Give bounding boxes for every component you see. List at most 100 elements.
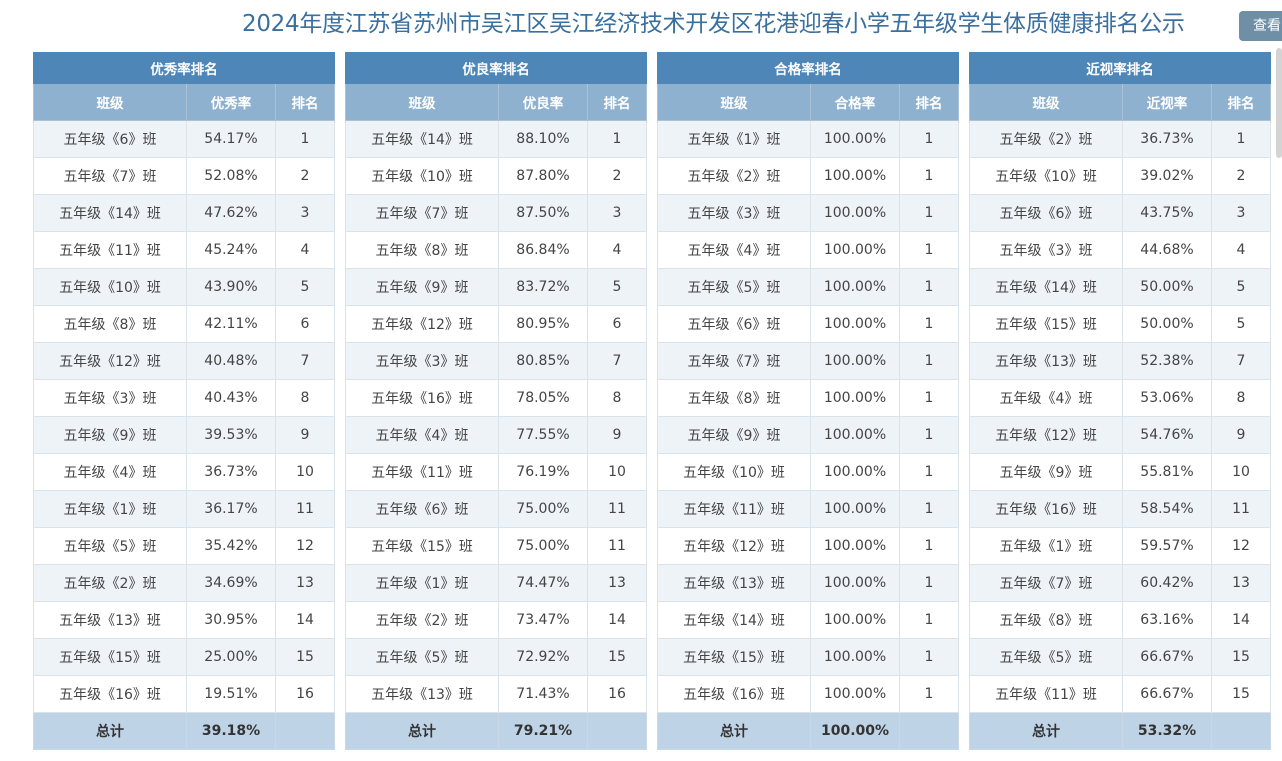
rate-cell: 43.75%	[1122, 194, 1212, 232]
rate-cell: 80.85%	[498, 342, 588, 380]
rank-cell: 1	[898, 638, 960, 676]
class-cell: 五年级《9》班	[657, 416, 811, 454]
ranking-table: 优秀率排名 班级 优秀率 排名 五年级《6》班 54.17% 1 五年级《7》班 52.08% 2…	[32, 52, 336, 750]
rate-cell: 36.17%	[186, 490, 276, 528]
table-row: 五年级《8》班 63.16% 14	[969, 601, 1272, 639]
ranking-table: 近视率排名 班级 近视率 排名 五年级《2》班 36.73% 1 五年级《10》班 39.02%…	[968, 52, 1272, 750]
class-cell: 五年级《14》班	[33, 194, 187, 232]
rank-cell: 8	[1210, 379, 1272, 417]
class-cell: 五年级《7》班	[345, 194, 499, 232]
rank-cell: 8	[586, 379, 648, 417]
class-cell: 五年级《16》班	[969, 490, 1123, 528]
total-label: 总计	[345, 712, 499, 750]
rank-cell: 4	[274, 231, 336, 269]
class-cell: 五年级《11》班	[33, 231, 187, 269]
rate-cell: 50.00%	[1122, 305, 1212, 343]
rate-cell: 100.00%	[810, 527, 900, 565]
ranking-table: 合格率排名 班级 合格率 排名 五年级《1》班 100.00% 1 五年级《2》班 100.00…	[656, 52, 960, 750]
rank-cell: 1	[898, 305, 960, 343]
table-row: 五年级《16》班 100.00% 1	[657, 675, 960, 713]
rank-cell: 1	[898, 416, 960, 454]
table-row: 五年级《2》班 34.69% 13	[33, 564, 336, 602]
class-cell: 五年级《5》班	[657, 268, 811, 306]
rank-cell: 1	[898, 527, 960, 565]
table-row: 五年级《6》班 54.17% 1	[33, 120, 336, 158]
total-rank-empty	[898, 712, 960, 750]
class-cell: 五年级《7》班	[657, 342, 811, 380]
table-row: 五年级《14》班 100.00% 1	[657, 601, 960, 639]
rate-cell: 100.00%	[810, 305, 900, 343]
class-cell: 五年级《2》班	[657, 157, 811, 195]
ranking-panel-4: 近视率排名 班级 近视率 排名 五年级《2》班 36.73% 1 五年级《10》班 39.02%…	[968, 52, 1272, 750]
class-cell: 五年级《9》班	[33, 416, 187, 454]
panel-title: 合格率排名	[656, 52, 960, 84]
class-cell: 五年级《13》班	[345, 675, 499, 713]
rate-cell: 39.02%	[1122, 157, 1212, 195]
class-cell: 五年级《11》班	[969, 675, 1123, 713]
table-row: 五年级《16》班 19.51% 16	[33, 675, 336, 713]
rate-cell: 35.42%	[186, 527, 276, 565]
rate-cell: 36.73%	[1122, 120, 1212, 158]
rate-cell: 86.84%	[498, 231, 588, 269]
class-cell: 五年级《10》班	[657, 453, 811, 491]
total-rank-empty	[586, 712, 648, 750]
rank-cell: 1	[898, 453, 960, 491]
rate-cell: 100.00%	[810, 601, 900, 639]
class-cell: 五年级《4》班	[969, 379, 1123, 417]
table-row: 五年级《10》班 39.02% 2	[969, 157, 1272, 195]
rank-cell: 2	[1210, 157, 1272, 195]
rank-cell: 1	[898, 601, 960, 639]
ranking-panel-3: 合格率排名 班级 合格率 排名 五年级《1》班 100.00% 1 五年级《2》班 100.00…	[656, 52, 960, 750]
table-row: 五年级《10》班 87.80% 2	[345, 157, 648, 195]
rate-cell: 100.00%	[810, 194, 900, 232]
total-value: 53.32%	[1122, 712, 1212, 750]
rate-cell: 60.42%	[1122, 564, 1212, 602]
rank-cell: 1	[274, 120, 336, 158]
table-row: 五年级《13》班 71.43% 16	[345, 675, 648, 713]
table-row: 五年级《5》班 66.67% 15	[969, 638, 1272, 676]
rate-cell: 100.00%	[810, 416, 900, 454]
class-cell: 五年级《8》班	[345, 231, 499, 269]
rank-cell: 10	[1210, 453, 1272, 491]
rate-cell: 76.19%	[498, 453, 588, 491]
class-cell: 五年级《11》班	[657, 490, 811, 528]
table-row: 五年级《14》班 47.62% 3	[33, 194, 336, 232]
total-row: 总计 79.21%	[345, 712, 648, 750]
rate-cell: 100.00%	[810, 675, 900, 713]
total-value: 79.21%	[498, 712, 588, 750]
rate-cell: 40.48%	[186, 342, 276, 380]
total-rank-empty	[274, 712, 336, 750]
rate-cell: 54.17%	[186, 120, 276, 158]
rate-cell: 73.47%	[498, 601, 588, 639]
scrollbar[interactable]	[1276, 48, 1282, 158]
table-row: 五年级《3》班 80.85% 7	[345, 342, 648, 380]
class-cell: 五年级《12》班	[345, 305, 499, 343]
class-cell: 五年级《15》班	[969, 305, 1123, 343]
view-button[interactable]: 查看	[1239, 11, 1282, 41]
table-row: 五年级《9》班 39.53% 9	[33, 416, 336, 454]
table-row: 五年级《3》班 40.43% 8	[33, 379, 336, 417]
table-row: 五年级《1》班 36.17% 11	[33, 490, 336, 528]
class-cell: 五年级《2》班	[969, 120, 1123, 158]
class-cell: 五年级《14》班	[345, 120, 499, 158]
table-row: 五年级《13》班 100.00% 1	[657, 564, 960, 602]
rate-cell: 30.95%	[186, 601, 276, 639]
rank-cell: 1	[898, 490, 960, 528]
class-cell: 五年级《7》班	[33, 157, 187, 195]
rate-cell: 77.55%	[498, 416, 588, 454]
rate-cell: 100.00%	[810, 564, 900, 602]
class-cell: 五年级《8》班	[969, 601, 1123, 639]
table-row: 五年级《16》班 58.54% 11	[969, 490, 1272, 528]
rate-cell: 87.80%	[498, 157, 588, 195]
rank-cell: 5	[1210, 305, 1272, 343]
rank-cell: 6	[586, 305, 648, 343]
rank-cell: 1	[586, 120, 648, 158]
class-cell: 五年级《6》班	[345, 490, 499, 528]
class-cell: 五年级《3》班	[657, 194, 811, 232]
rank-cell: 16	[586, 675, 648, 713]
rank-cell: 11	[1210, 490, 1272, 528]
table-row: 五年级《6》班 43.75% 3	[969, 194, 1272, 232]
class-cell: 五年级《16》班	[345, 379, 499, 417]
rank-cell: 13	[1210, 564, 1272, 602]
rate-cell: 87.50%	[498, 194, 588, 232]
